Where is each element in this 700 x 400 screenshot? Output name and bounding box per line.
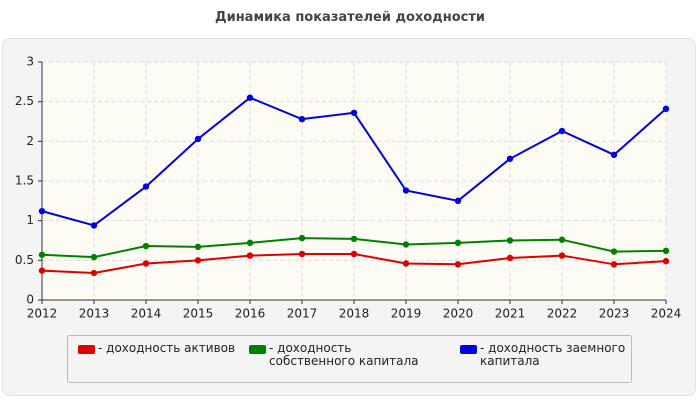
data-point [142, 260, 150, 267]
data-point [142, 242, 150, 250]
x-tick-label: 2014 [131, 307, 162, 321]
data-point [38, 251, 46, 258]
data-point [298, 234, 306, 242]
data-point [662, 105, 670, 113]
legend-label: - доходность заемного капитала [480, 341, 626, 368]
x-tick-label: 2012 [27, 307, 58, 321]
x-tick-label: 2016 [235, 307, 266, 321]
data-point [246, 239, 254, 247]
legend-item: - доходность активов [78, 342, 258, 355]
data-point [454, 239, 462, 247]
data-point [38, 267, 46, 274]
legend-swatch [78, 345, 95, 354]
data-point [298, 115, 306, 123]
data-point [350, 235, 358, 243]
data-point [558, 127, 566, 135]
data-point [90, 222, 98, 229]
data-point [662, 257, 670, 265]
data-point [90, 269, 98, 277]
legend-label: - доходность собственного капитала [269, 341, 419, 368]
data-point [506, 254, 514, 262]
y-tick-label: 0.5 [15, 253, 34, 267]
data-point [610, 248, 618, 255]
x-tick-label: 2022 [547, 307, 578, 321]
data-point [662, 247, 670, 255]
x-tick-label: 2013 [79, 307, 110, 321]
legend: - доходность активов - доходность собстве… [67, 335, 632, 383]
x-tick-label: 2019 [391, 307, 422, 321]
data-point [610, 151, 618, 159]
chart-title: Динамика показателей доходности [215, 10, 485, 25]
data-point [298, 250, 306, 258]
data-point [194, 243, 202, 251]
legend-label: - доходность активов [98, 341, 236, 355]
legend-item: - доходность заемного капитала [460, 342, 640, 368]
x-tick-label: 2021 [495, 307, 526, 321]
y-tick-label: 1 [26, 213, 34, 227]
legend-item: - доходность собственного капитала [249, 342, 429, 368]
data-point [246, 252, 254, 259]
data-point [610, 261, 618, 268]
legend-swatch [249, 345, 266, 354]
data-point [350, 109, 358, 116]
data-point [402, 260, 410, 267]
y-tick-label: 0 [26, 293, 34, 307]
data-point [194, 135, 202, 143]
x-tick-label: 2023 [599, 307, 630, 321]
data-point [38, 207, 46, 215]
data-point [506, 237, 514, 244]
data-point [246, 94, 254, 101]
data-point [350, 250, 358, 258]
y-tick-label: 3 [26, 55, 34, 69]
data-point [558, 236, 566, 243]
x-tick-label: 2018 [339, 307, 370, 321]
y-tick-label: 1.5 [15, 174, 34, 188]
x-tick-label: 2024 [651, 307, 682, 321]
data-point [90, 253, 98, 261]
data-point [402, 187, 410, 194]
data-point [454, 261, 462, 268]
x-tick-label: 2020 [443, 307, 474, 321]
legend-swatch [460, 345, 477, 354]
data-point [506, 155, 514, 162]
data-point [194, 257, 202, 264]
x-tick-label: 2017 [287, 307, 318, 321]
data-point [454, 197, 462, 205]
data-point [142, 183, 150, 190]
x-tick-label: 2015 [183, 307, 214, 321]
data-point [402, 241, 410, 248]
y-tick-label: 2.5 [15, 94, 34, 108]
data-point [558, 252, 566, 259]
y-tick-label: 2 [26, 134, 34, 148]
